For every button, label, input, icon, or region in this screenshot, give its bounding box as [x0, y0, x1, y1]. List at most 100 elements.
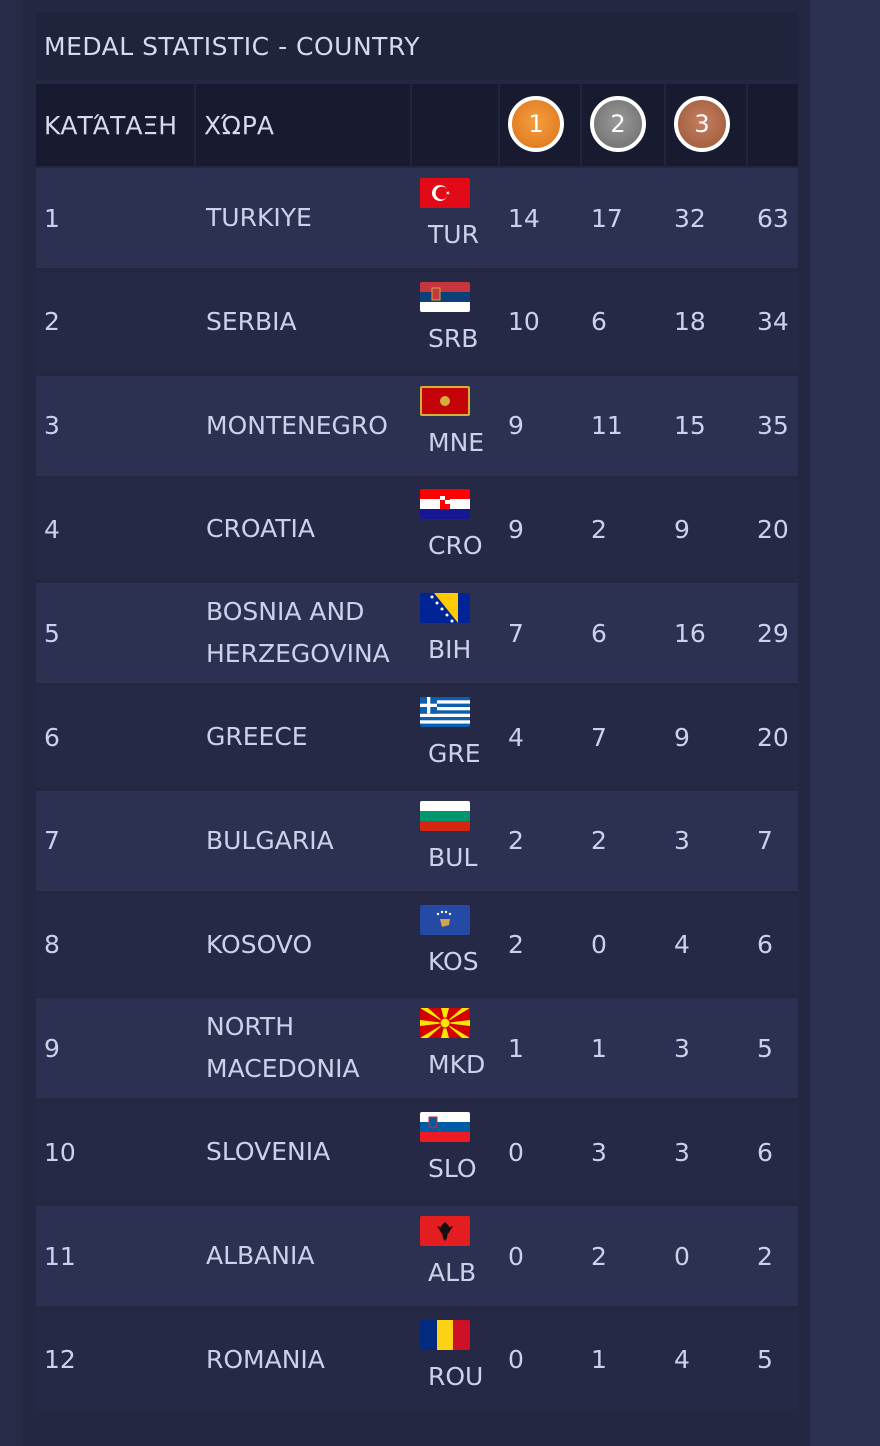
rank-cell: 11 — [44, 1241, 76, 1271]
gold-count-cell: 4 — [508, 722, 524, 752]
rank-cell: 10 — [44, 1137, 76, 1167]
total-count-cell: 63 — [757, 203, 789, 233]
serbia-flag-icon — [420, 281, 470, 312]
country-name-cell: KOSOVO — [206, 929, 313, 959]
gold-count-cell: 2 — [508, 826, 524, 856]
table-row: 8 KOSOVO KOS 2 0 4 6 — [36, 894, 798, 995]
silver-count-cell: 6 — [591, 618, 607, 648]
country-name-cell: CROATIA — [206, 514, 315, 544]
slovenia-flag-icon — [420, 1112, 470, 1143]
gold-count-cell: 1 — [508, 1033, 524, 1063]
gold-count-cell: 0 — [508, 1345, 524, 1375]
table-row: 7 BULGARIA BUL 2 2 3 7 — [36, 790, 798, 891]
total-count-cell: 7 — [757, 826, 773, 856]
bronze-count-cell: 16 — [674, 618, 706, 648]
silver-medal-icon: 2 — [590, 96, 646, 152]
silver-count-cell: 0 — [591, 930, 607, 960]
country-name-cell: MONTENEGRO — [206, 410, 388, 440]
bronze-medal-icon: 3 — [674, 96, 730, 152]
total-count-cell: 20 — [757, 514, 789, 544]
rank-cell: 6 — [44, 722, 60, 752]
bronze-count-cell: 4 — [674, 1345, 690, 1375]
rank-cell: 9 — [44, 1033, 60, 1063]
bosnia-flag-icon — [420, 593, 470, 624]
country-code: BUL — [428, 842, 478, 872]
rank-cell: 12 — [44, 1345, 76, 1375]
gold-count-cell: 10 — [508, 307, 540, 337]
country-code: SRB — [428, 323, 479, 353]
total-count-cell: 5 — [757, 1345, 773, 1375]
country-name-cell: BOSNIA AND HERZEGOVINA — [206, 597, 390, 669]
total-count-cell: 2 — [757, 1241, 773, 1271]
rank-cell: 2 — [44, 307, 60, 337]
total-count-cell: 6 — [757, 930, 773, 960]
country-code: SLO — [428, 1154, 477, 1184]
country-code: ALB — [428, 1258, 477, 1287]
table-row: 12 ROMANIA ROU 0 1 4 5 — [36, 1309, 798, 1410]
bronze-count-cell: 32 — [674, 203, 706, 233]
total-count-cell: 6 — [757, 1137, 773, 1167]
total-count-cell: 5 — [757, 1033, 773, 1063]
bronze-count-cell: 15 — [674, 411, 706, 441]
kosovo-flag-icon — [420, 904, 470, 935]
montenegro-flag-icon — [420, 385, 470, 416]
table-row: 3 MONTENEGRO MNE 9 11 15 35 — [36, 375, 798, 476]
albania-flag-icon — [420, 1216, 470, 1246]
bronze-count-cell: 18 — [674, 307, 706, 337]
country-name-cell: NORTH MACEDONIA — [206, 1012, 360, 1084]
rank-cell: 5 — [44, 618, 60, 648]
gold-count-cell: 9 — [508, 514, 524, 544]
silver-count-cell: 1 — [591, 1345, 607, 1375]
silver-count-cell: 7 — [591, 722, 607, 752]
bronze-count-cell: 0 — [674, 1241, 690, 1271]
table-row: 1 TURKIYE TUR 14 17 32 63 — [36, 168, 798, 268]
croatia-flag-icon — [420, 489, 470, 520]
silver-count-cell: 2 — [591, 826, 607, 856]
gold-medal-icon: 1 — [508, 96, 564, 152]
country-name-cell: SLOVENIA — [206, 1137, 331, 1167]
country-name-cell: BULGARIA — [206, 825, 334, 855]
country-name-cell: ROMANIA — [206, 1344, 325, 1374]
gold-count-cell: 14 — [508, 203, 540, 233]
total-count-cell: 20 — [757, 722, 789, 752]
bronze-count-cell: 9 — [674, 722, 690, 752]
country-code: MNE — [428, 427, 485, 457]
table-row: 9 NORTH MACEDONIA MKD 1 1 3 5 — [36, 998, 798, 1099]
bronze-count-cell: 9 — [674, 514, 690, 544]
silver-count-cell: 2 — [591, 514, 607, 544]
table-row: 4 CROATIA CRO 9 2 9 20 — [36, 479, 798, 580]
bronze-count-cell: 4 — [674, 930, 690, 960]
rank-cell: 3 — [44, 411, 60, 441]
rank-cell: 1 — [44, 203, 60, 233]
country-name-cell: ALBANIA — [206, 1241, 315, 1270]
table-row: 6 GREECE GRE 4 7 9 20 — [36, 687, 798, 787]
rank-cell: 4 — [44, 514, 60, 544]
silver-count-cell: 3 — [591, 1137, 607, 1167]
bronze-count-cell: 3 — [674, 1137, 690, 1167]
bronze-count-cell: 3 — [674, 1033, 690, 1063]
silver-count-cell: 17 — [591, 203, 623, 233]
greece-flag-icon — [420, 697, 470, 727]
turkey-flag-icon — [420, 178, 470, 208]
bronze-count-cell: 3 — [674, 826, 690, 856]
gold-count-cell: 0 — [508, 1137, 524, 1167]
total-count-cell: 35 — [757, 411, 789, 441]
rank-cell: 7 — [44, 826, 60, 856]
table-row: 2 SERBIA SRB 10 6 18 34 — [36, 271, 798, 372]
romania-flag-icon — [420, 1319, 470, 1350]
gold-count-cell: 7 — [508, 618, 524, 648]
country-name-cell: GREECE — [206, 722, 308, 751]
bulgaria-flag-icon — [420, 800, 470, 831]
country-header: ΧΏΡΑ — [204, 110, 274, 140]
country-code: ROU — [428, 1361, 484, 1391]
silver-count-cell: 2 — [591, 1241, 607, 1271]
silver-count-cell: 1 — [591, 1033, 607, 1063]
country-name-cell: SERBIA — [206, 306, 297, 336]
country-code: TUR — [428, 220, 479, 249]
right-background-strip — [810, 0, 880, 1446]
gold-count-cell: 2 — [508, 930, 524, 960]
rank-header: ΚΑΤΆΤΑΞΗ — [44, 110, 178, 140]
country-code: GRE — [428, 739, 481, 768]
country-name-cell: TURKIYE — [206, 203, 312, 232]
silver-count-cell: 6 — [591, 307, 607, 337]
